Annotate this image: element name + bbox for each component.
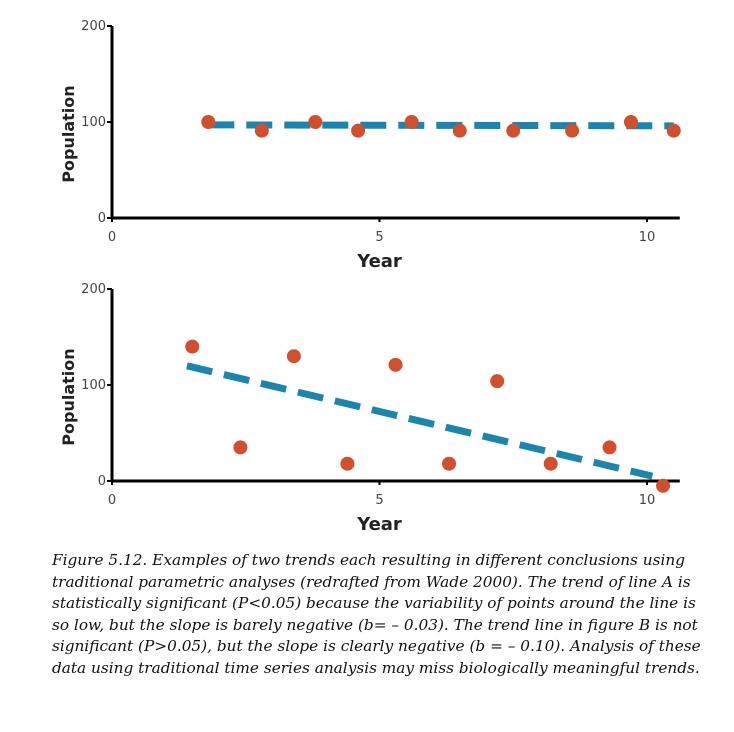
data-point [308,115,323,129]
x-tick-label: 0 [108,230,116,245]
data-point [233,440,248,455]
data-point [185,339,200,354]
figure: 0 100 200 0 5 10 Year Population 0 100 200 0 5 10 Year… [59,19,681,535]
data-point [543,456,558,471]
y-tick-label: 100 [81,115,106,130]
data-point [286,349,301,364]
y-axis-title: Population [59,348,78,445]
data-point [254,123,269,138]
y-tick-label: 0 [98,211,106,226]
y-tick-label: 200 [81,19,106,34]
x-tick-label: 10 [639,230,656,245]
data-point [602,440,617,455]
y-axis-title: Population [59,85,78,182]
data-point [452,123,467,138]
x-tick-label: 0 [108,493,116,508]
x-axis-title: Year [356,514,402,535]
data-point [388,357,403,372]
data-point [656,478,671,493]
y-tick-label: 200 [81,282,106,297]
data-point [404,115,419,129]
data-point [201,115,216,129]
x-axis-title: Year [356,251,402,272]
data-point [340,456,355,471]
y-tick-label: 0 [98,474,106,489]
x-tick-label: 5 [375,493,383,508]
y-tick-label: 100 [81,378,106,393]
figure-caption: Figure 5.12. Examples of two trends each… [52,551,701,677]
x-tick-label: 10 [639,493,656,508]
trend-line [208,121,674,130]
data-point [506,123,521,138]
data-point [351,123,366,138]
data-point [623,115,638,129]
x-tick-label: 5 [375,230,383,245]
trend-line [186,362,654,480]
data-point [565,123,580,138]
data-point [666,123,681,138]
data-point [442,456,457,471]
data-point [490,374,505,389]
